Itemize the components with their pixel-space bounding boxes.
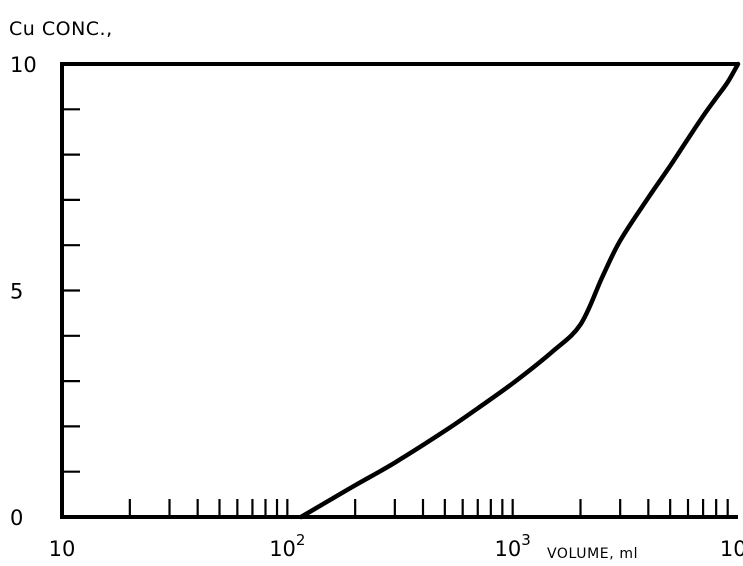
data-series xyxy=(298,61,741,520)
axis-frame xyxy=(60,62,738,519)
x-tick-label: 102 xyxy=(269,531,305,561)
plot-frame xyxy=(60,62,738,519)
x-tick-label: 103 xyxy=(495,531,531,561)
y-tick-labels: 0 5 10 xyxy=(10,53,37,530)
x-tick-label: 104 xyxy=(720,531,743,561)
x-axis-label: VOLUME, ml xyxy=(547,546,638,562)
y-axis-label: Cu CONC., xyxy=(9,18,113,40)
y-tick-label: 0 xyxy=(10,506,23,530)
y-tick-label: 10 xyxy=(10,53,37,77)
y-tick-label: 5 xyxy=(10,280,23,304)
series-line xyxy=(298,61,741,520)
x-tick-labels: 10 102 103 104 xyxy=(49,531,743,561)
x-tick-label: 10 xyxy=(49,537,76,561)
axis-ticks xyxy=(62,108,729,517)
